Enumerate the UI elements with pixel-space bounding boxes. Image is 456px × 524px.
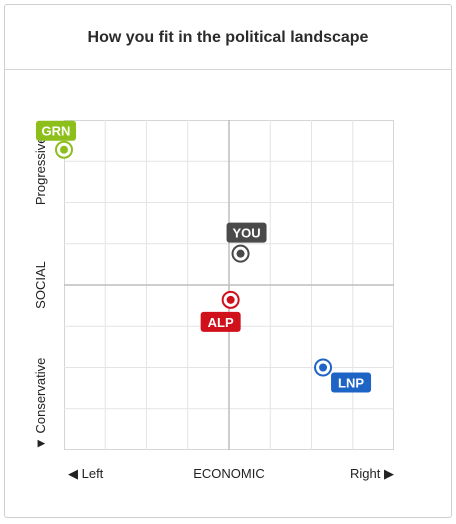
y-axis-min-label: ▼ Conservative <box>33 358 48 450</box>
tag-label-grn: GRN <box>42 124 71 139</box>
point-lnp: LNP <box>314 358 372 393</box>
tag-label-alp: ALP <box>208 315 234 330</box>
tag-alp <box>200 311 241 332</box>
tag-you <box>226 222 267 243</box>
x-axis-label: ECONOMIC <box>193 466 265 481</box>
tag-grn <box>36 120 76 141</box>
y-axis-max-label: Progressive ▲ <box>33 120 48 205</box>
chart-card: How you fit in the political landscape <box>4 4 452 518</box>
point-grn: GRN <box>36 120 76 159</box>
x-axis-min-label: ◀ Left <box>68 466 104 481</box>
point-alp: ALP <box>200 290 241 332</box>
y-axis-label: SOCIAL <box>33 261 48 309</box>
chart-title: How you fit in the political landscape <box>87 29 369 46</box>
point-dot-grn <box>60 145 68 154</box>
x-axis-max-label: Right ▶ <box>350 466 394 481</box>
point-dot-lnp <box>319 363 328 372</box>
point-dot-alp <box>226 295 235 304</box>
tag-label-lnp: LNP <box>338 376 364 391</box>
tag-label-you: YOU <box>232 226 260 241</box>
point-you: YOU <box>226 222 267 263</box>
axes <box>64 120 394 450</box>
tag-lnp <box>331 372 372 393</box>
data-points: GRN YOU ALP LNP <box>36 120 372 393</box>
card-header: How you fit in the political landscape <box>5 5 451 70</box>
point-dot-you <box>236 249 245 258</box>
